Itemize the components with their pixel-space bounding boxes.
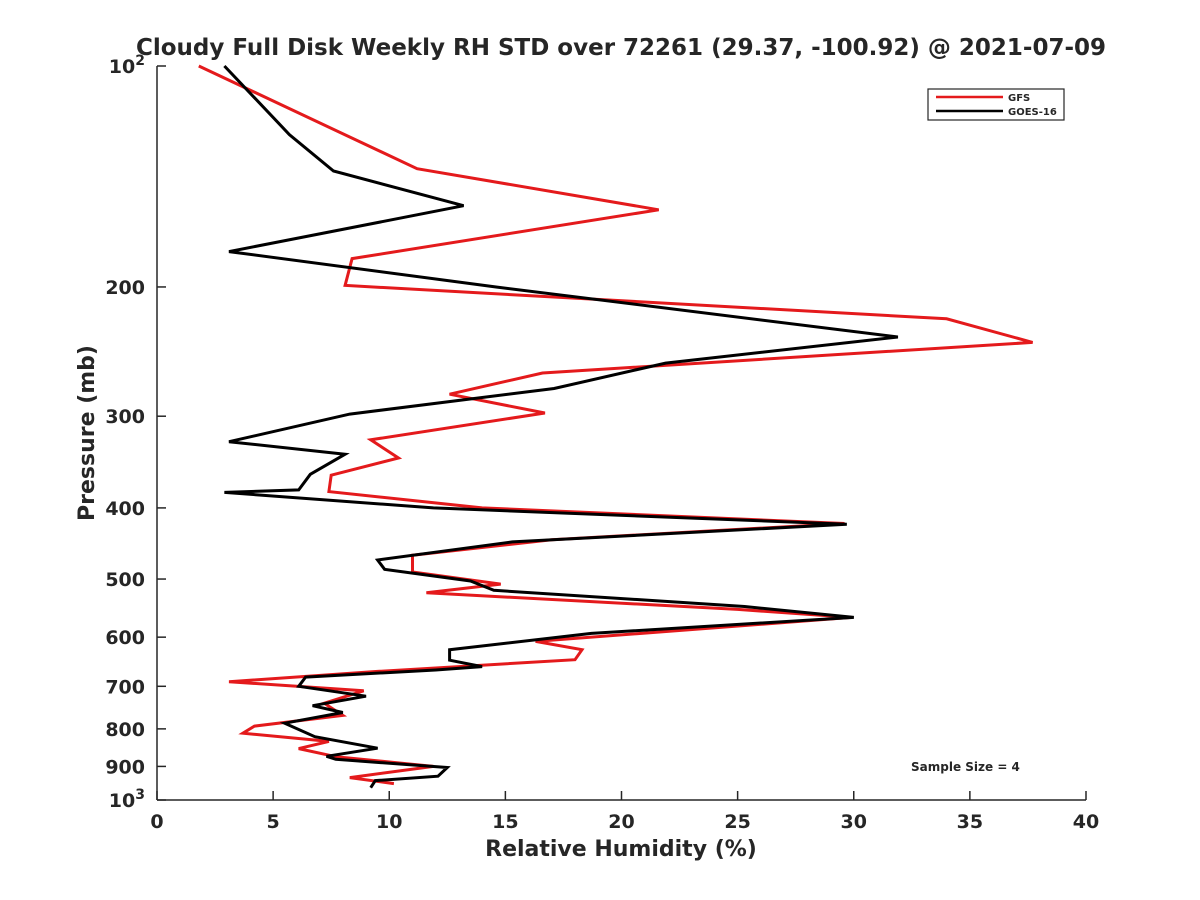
legend-items: GFS GOES-16 — [936, 93, 1057, 118]
y-tick-label: 300 — [105, 406, 145, 428]
series-line-gfs — [198, 64, 1033, 786]
y-tick-label: 103 — [109, 787, 145, 812]
x-tick-label: 15 — [492, 811, 518, 833]
y-tick-label: 400 — [105, 498, 145, 520]
x-tick-label: 20 — [608, 811, 634, 833]
x-tick-label: 40 — [1073, 811, 1099, 833]
x-tick-label: 10 — [376, 811, 402, 833]
x-tick-label: 35 — [957, 811, 983, 833]
chart-title: Cloudy Full Disk Weekly RH STD over 7226… — [136, 35, 1106, 61]
y-tick-exponent: 3 — [135, 787, 145, 803]
x-tick-label: 30 — [841, 811, 867, 833]
y-tick-label: 600 — [105, 627, 145, 649]
x-ticks: 0 5 10 15 20 25 30 35 40 — [150, 791, 1099, 833]
x-axis-label: Relative Humidity (%) — [485, 837, 757, 862]
legend-label: GFS — [1008, 93, 1030, 104]
x-tick-label: 5 — [267, 811, 280, 833]
y-tick-label: 102 — [109, 53, 145, 78]
y-tick-label: 900 — [105, 756, 145, 778]
legend-label: GOES-16 — [1008, 107, 1057, 118]
y-tick-label: 700 — [105, 676, 145, 698]
y-tick-label: 800 — [105, 719, 145, 741]
x-tick-label: 25 — [724, 811, 750, 833]
plot-area: 0 5 10 15 20 25 30 35 40 10220030040050060070080… — [105, 53, 1099, 833]
sample-size-annotation: Sample Size = 4 — [911, 760, 1020, 774]
y-tick-label: 200 — [105, 277, 145, 299]
series-lines — [198, 64, 1033, 789]
y-axis-label: Pressure (mb) — [75, 345, 100, 521]
y-tick-base: 10 — [109, 790, 135, 812]
legend-box — [927, 88, 1065, 121]
legend: GFS GOES-16 — [927, 88, 1065, 121]
y-tick-exponent: 2 — [135, 53, 145, 69]
y-tick-base: 10 — [109, 56, 135, 78]
x-tick-label: 0 — [150, 811, 163, 833]
series-line-goes-16 — [223, 64, 899, 789]
y-tick-label: 500 — [105, 569, 145, 591]
